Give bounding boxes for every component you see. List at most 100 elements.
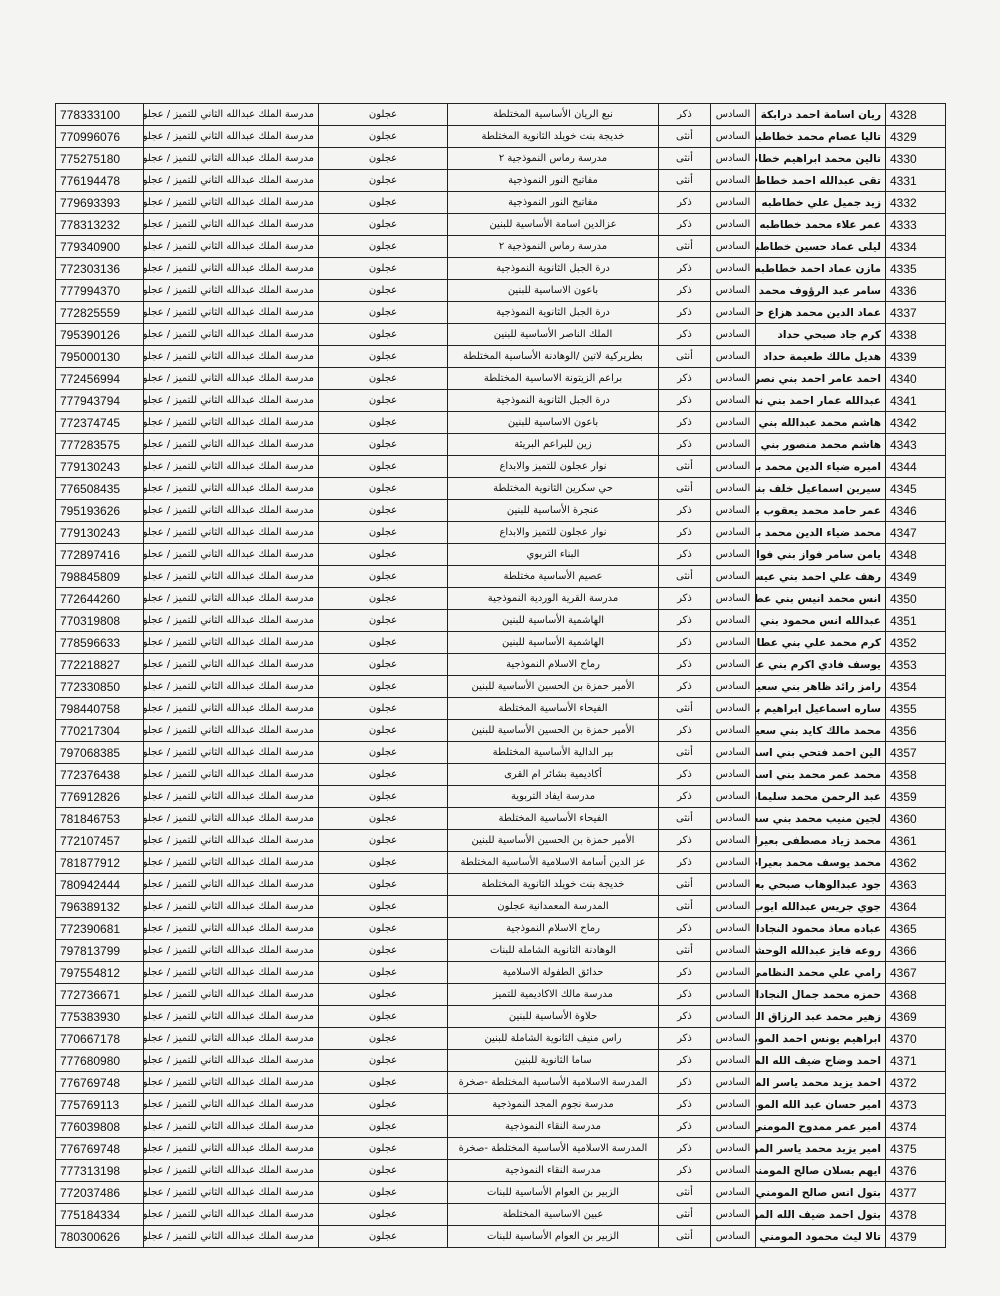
gender: ذكر (658, 411, 711, 434)
student-name: ساره اسماعيل ابراهيم بني سعيد (755, 697, 886, 720)
school: عصيم الأساسية مختلطة (447, 565, 659, 588)
phone: 781846753 (55, 807, 144, 830)
grade: السادس (710, 257, 756, 280)
row-number: 4353 (885, 653, 946, 676)
row-number: 4350 (885, 587, 946, 610)
school: باعون الاساسية للبنين (447, 279, 659, 302)
district: عجلون (318, 1225, 448, 1248)
exam-center: مدرسة الملك عبدالله الثاني للتميز / عجلو… (143, 587, 319, 610)
district: عجلون (318, 1093, 448, 1116)
district: عجلون (318, 653, 448, 676)
district: عجلون (318, 631, 448, 654)
school: الهاشمية الأساسية للبنين (447, 631, 659, 654)
gender: أنثى (658, 565, 711, 588)
row-number: 4374 (885, 1115, 946, 1138)
row-number: 4359 (885, 785, 946, 808)
grade: السادس (710, 411, 756, 434)
school: رماح الاسلام النموذجية (447, 653, 659, 676)
row-number: 4361 (885, 829, 946, 852)
gender: أنثى (658, 939, 711, 962)
district: عجلون (318, 983, 448, 1006)
school: راس منيف الثانوية الشاملة للبنين (447, 1027, 659, 1050)
grade: السادس (710, 1181, 756, 1204)
district: عجلون (318, 543, 448, 566)
grade: السادس (710, 499, 756, 522)
school: بطريركية لاتين /الوهادنة الأساسية المختل… (447, 345, 659, 368)
grade: السادس (710, 917, 756, 940)
phone: 770217304 (55, 719, 144, 742)
grade: السادس (710, 1159, 756, 1182)
phone: 775275180 (55, 147, 144, 170)
gender: ذكر (658, 301, 711, 324)
exam-center: مدرسة الملك عبدالله الثاني للتميز / عجلو… (143, 103, 319, 126)
table-row: 4367 رامي علي محمد النظامي السادس ذكر حدائق … (55, 961, 946, 984)
district: عجلون (318, 191, 448, 214)
row-number: 4340 (885, 367, 946, 390)
table-row: 4338 كرم جاد صبحي حداد السادس ذكر الملك النا… (55, 323, 946, 346)
grade: السادس (710, 169, 756, 192)
row-number: 4375 (885, 1137, 946, 1160)
phone: 797813799 (55, 939, 144, 962)
district: عجلون (318, 807, 448, 830)
phone: 780942444 (55, 873, 144, 896)
gender: ذكر (658, 433, 711, 456)
phone: 772330850 (55, 675, 144, 698)
phone: 796389132 (55, 895, 144, 918)
school: زين للبراعم البريئة (447, 433, 659, 456)
student-name: عمر حامد محمد يعقوب بني فواز (755, 499, 886, 522)
row-number: 4329 (885, 125, 946, 148)
student-name: امير عمر ممدوح المومني (755, 1115, 886, 1138)
grade: السادس (710, 191, 756, 214)
district: عجلون (318, 125, 448, 148)
row-number: 4351 (885, 609, 946, 632)
student-name: يوسف فادي اكرم بني عطا (755, 653, 886, 676)
grade: السادس (710, 543, 756, 566)
student-name: محمد عمر محمد بني اسماعيل (755, 763, 886, 786)
exam-center: مدرسة الملك عبدالله الثاني للتميز / عجلو… (143, 1071, 319, 1094)
row-number: 4338 (885, 323, 946, 346)
exam-center: مدرسة الملك عبدالله الثاني للتميز / عجلو… (143, 1137, 319, 1160)
row-number: 4332 (885, 191, 946, 214)
student-name: تقى عبدالله احمد خطاطبه (755, 169, 886, 192)
exam-center: مدرسة الملك عبدالله الثاني للتميز / عجلو… (143, 433, 319, 456)
grade: السادس (710, 587, 756, 610)
phone: 776769748 (55, 1137, 144, 1160)
student-name: محمد مالك كايد بني سعيد (755, 719, 886, 742)
gender: ذكر (658, 719, 711, 742)
school: عز الدين أسامة الاسلامية الأساسية المختل… (447, 851, 659, 874)
grade: السادس (710, 1049, 756, 1072)
phone: 776194478 (55, 169, 144, 192)
gender: ذكر (658, 543, 711, 566)
school: خديجة بنت خويلد الثانوية المختلطة (447, 873, 659, 896)
grade: السادس (710, 807, 756, 830)
grade: السادس (710, 565, 756, 588)
table-row: 4366 روعه فايز عبدالله الوحشه السادس أنثى ال… (55, 939, 946, 962)
gender: أنثى (658, 169, 711, 192)
phone: 775383930 (55, 1005, 144, 1028)
student-name: حمزه محمد جمال النجادات (755, 983, 886, 1006)
exam-center: مدرسة الملك عبدالله الثاني للتميز / عجلو… (143, 1225, 319, 1248)
table-row: 4339 هديل مالك طعيمة حداد السادس أنثى بطريرك… (55, 345, 946, 368)
phone: 772736671 (55, 983, 144, 1006)
school: مدرسة القرية الوردية النموذجية (447, 587, 659, 610)
school: مدرسة النقاء النموذجية (447, 1115, 659, 1138)
phone: 781877912 (55, 851, 144, 874)
row-number: 4368 (885, 983, 946, 1006)
school: ساما الثانوية للبنين (447, 1049, 659, 1072)
school: حي سكرين الثانوية المختلطة (447, 477, 659, 500)
gender: ذكر (658, 1115, 711, 1138)
row-number: 4363 (885, 873, 946, 896)
exam-center: مدرسة الملك عبدالله الثاني للتميز / عجلو… (143, 631, 319, 654)
district: عجلون (318, 345, 448, 368)
row-number: 4360 (885, 807, 946, 830)
student-name: كرم جاد صبحي حداد (755, 323, 886, 346)
school: نوار عجلون للتميز والابداع (447, 521, 659, 544)
